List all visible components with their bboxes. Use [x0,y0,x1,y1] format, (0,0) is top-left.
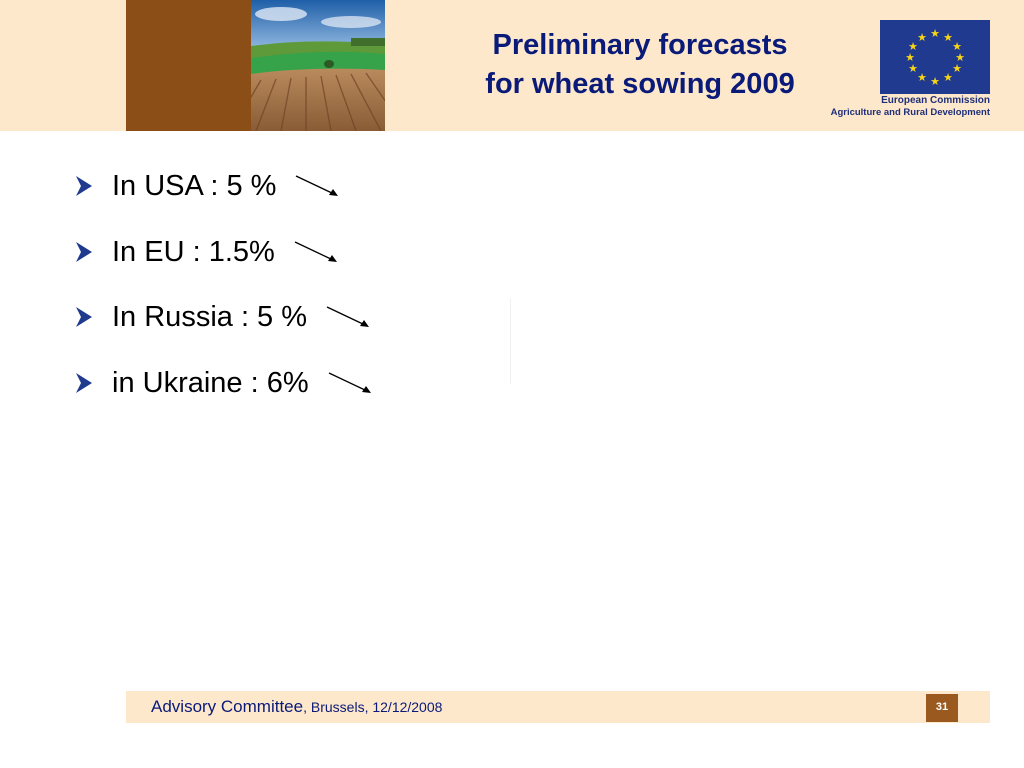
arrowhead-bullet-icon [76,241,92,262]
brown-color-block [126,0,251,131]
down-arrow-icon [328,371,371,393]
list-item: In EU : 1.5% [74,234,373,300]
svg-text:★: ★ [930,27,940,40]
arrowhead-bullet-icon [76,372,92,393]
list-item: In USA : 5 % [74,168,373,234]
svg-text:★: ★ [908,40,918,53]
list-item: In Russia : 5 % [74,299,373,365]
svg-text:★: ★ [943,31,953,44]
down-arrow-icon [326,306,370,327]
svg-text:★: ★ [955,51,965,64]
svg-text:★: ★ [952,62,962,75]
forecast-list: In USA : 5 % In EU : 1.5% In Russia : 5 … [74,168,373,430]
down-arrow-icon [296,175,339,196]
svg-text:★: ★ [908,62,918,75]
footer-band [126,691,990,723]
footer-location-date: , Brussels, 12/12/2008 [303,699,443,715]
svg-text:★: ★ [917,31,927,44]
bullet-text: In EU : 1.5% [112,235,275,268]
footer-caption: Advisory Committee, Brussels, 12/12/2008 [151,697,442,717]
bullet-text: In Russia : 5 % [112,301,308,333]
org-name: European Commission [881,95,990,106]
list-item: in Ukraine : 6% [74,365,373,431]
title-line-1: Preliminary forecasts [492,29,788,61]
arrowhead-bullet-icon [76,176,92,196]
arrowhead-bullet-icon [76,307,92,327]
page-number-badge: 31 [926,694,958,722]
svg-text:★: ★ [905,51,915,64]
divider [510,298,511,384]
svg-text:★: ★ [952,40,962,53]
svg-text:★: ★ [917,71,927,84]
title-line-2: for wheat sowing 2009 [485,68,795,100]
eu-flag-icon: ★ ★ ★ ★ ★ ★ ★ ★ ★ ★ ★ ★ [880,20,990,94]
org-department: Agriculture and Rural Development [830,107,990,118]
wheat-field-photo [251,0,385,131]
page-title: Preliminary forecasts for wheat sowing 2… [420,26,860,104]
down-arrow-icon [294,240,337,262]
bullet-text: In USA : 5 % [112,170,277,202]
svg-text:★: ★ [943,71,953,84]
bullet-text: in Ukraine : 6% [112,366,309,399]
svg-text:★: ★ [930,75,940,88]
footer-committee: Advisory Committee [151,697,304,716]
